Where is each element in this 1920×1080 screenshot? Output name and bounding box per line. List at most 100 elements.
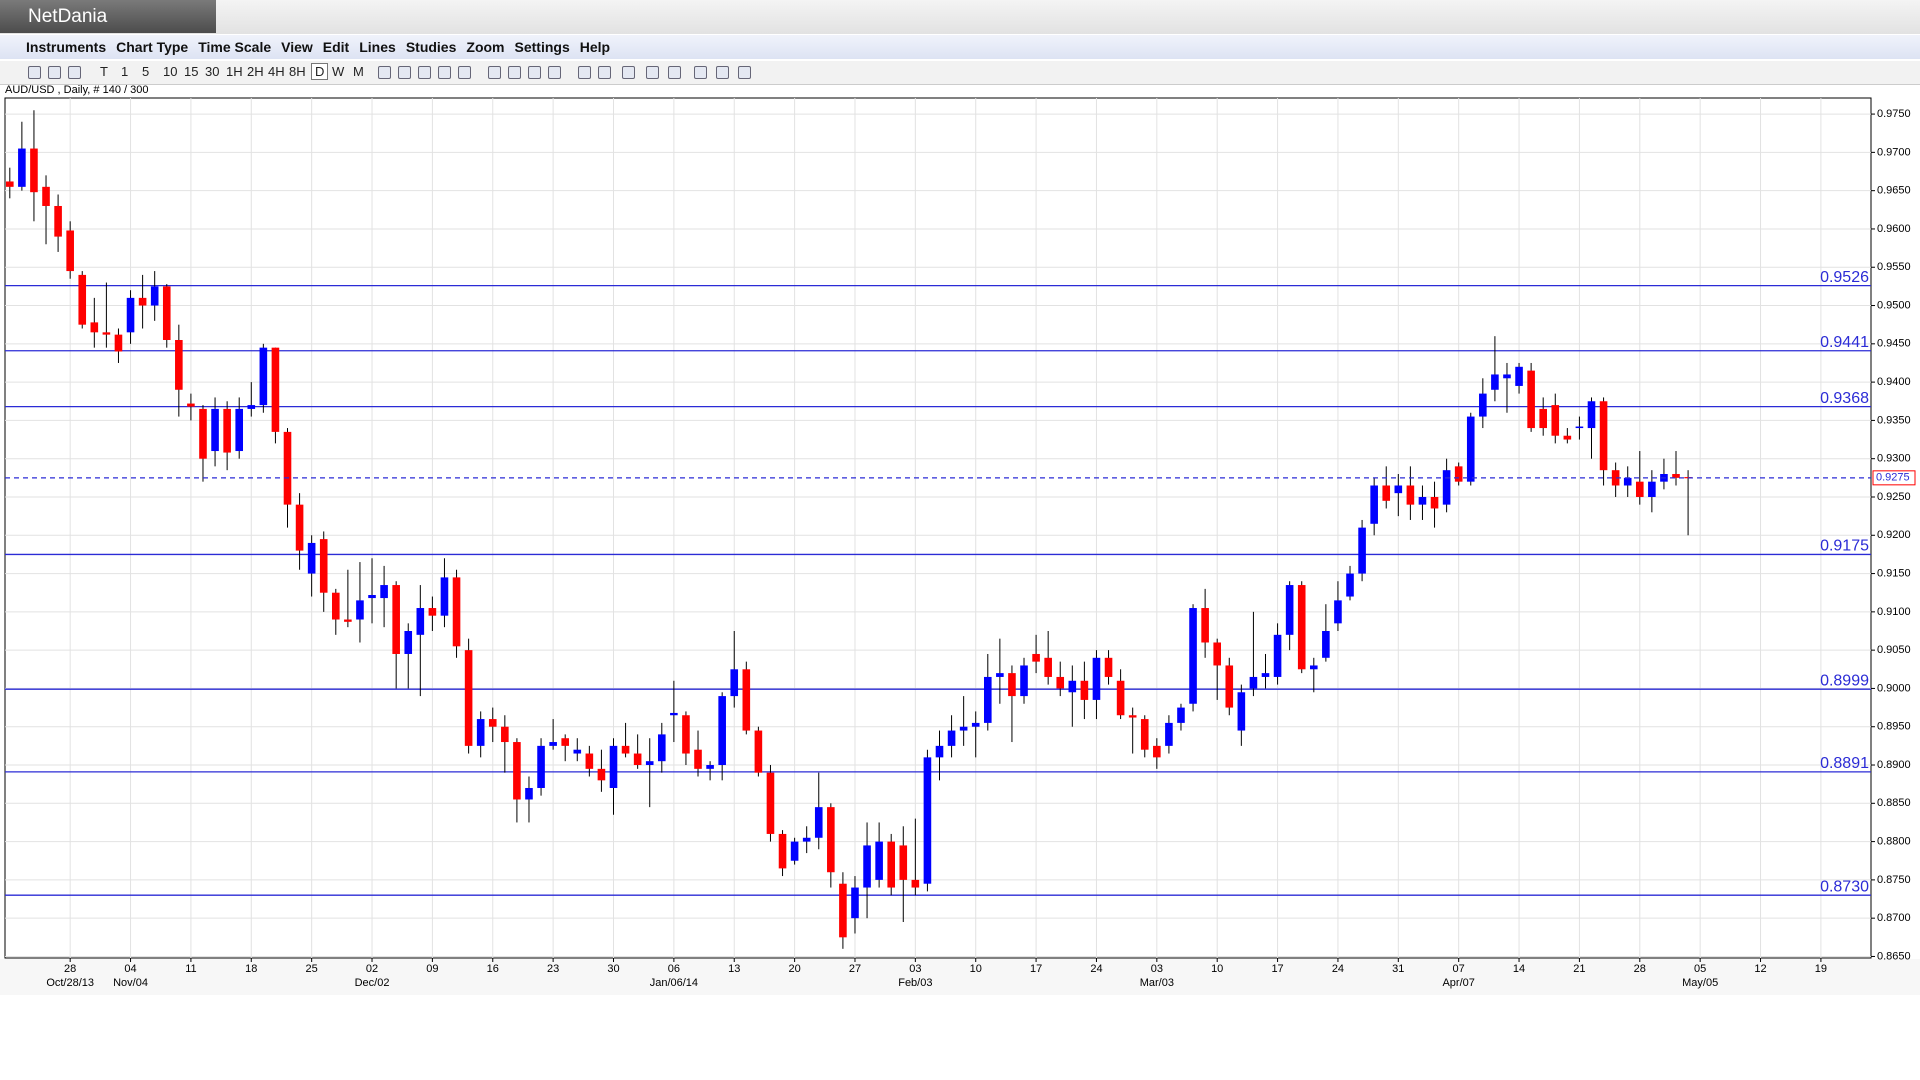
candle-body — [1334, 600, 1342, 624]
timescale-button[interactable]: M — [353, 64, 364, 79]
candle-body — [645, 761, 654, 766]
candle-body — [428, 608, 437, 616]
toolbar-icon[interactable] — [458, 66, 471, 79]
candle-body — [187, 403, 195, 407]
candle-body — [476, 719, 485, 746]
y-tick-label: 0.9350 — [1877, 414, 1911, 426]
candle-body — [911, 879, 920, 888]
instrument-info: AUD/USD , Daily, # 140 / 300 — [5, 84, 149, 96]
candle-body — [863, 845, 871, 888]
toolbar-icon[interactable] — [68, 66, 81, 79]
menu-item[interactable]: Zoom — [466, 39, 505, 55]
timescale-button[interactable]: 5 — [142, 64, 150, 79]
y-tick-label: 0.9050 — [1877, 644, 1911, 656]
toolbar-icon[interactable] — [378, 66, 391, 79]
timescale-button[interactable]: 30 — [205, 64, 220, 79]
toolbar-icon[interactable] — [398, 66, 411, 79]
timescale-button[interactable]: 1H — [226, 64, 243, 79]
candle-body — [1503, 374, 1511, 379]
menu-item[interactable]: Edit — [322, 39, 350, 55]
x-period-label: Oct/28/13 — [46, 977, 94, 989]
toolbar-icon[interactable] — [488, 66, 501, 79]
timescale-button[interactable]: 8H — [289, 64, 306, 79]
level-label: 0.9526 — [1820, 269, 1869, 286]
y-tick-label: 0.8650 — [1877, 950, 1911, 962]
candle-body — [1140, 719, 1149, 750]
candle-body — [923, 757, 932, 884]
y-tick-label: 0.9600 — [1877, 223, 1911, 235]
y-tick-label: 0.8850 — [1877, 797, 1911, 809]
candle-body — [730, 669, 739, 697]
toolbar-icon[interactable] — [738, 66, 751, 79]
y-tick-label: 0.9300 — [1877, 453, 1911, 465]
toolbar-icon[interactable] — [668, 66, 681, 79]
candle-body — [1635, 481, 1644, 497]
toolbar-icon[interactable] — [438, 66, 451, 79]
timescale-button[interactable]: T — [100, 64, 108, 79]
candle-body — [162, 286, 171, 340]
menu-item[interactable]: Studies — [405, 39, 457, 55]
toolbar-icon[interactable] — [578, 66, 591, 79]
y-tick-label: 0.9450 — [1877, 338, 1911, 350]
menu-item[interactable]: Chart Type — [116, 39, 189, 55]
candle-body — [1092, 657, 1101, 700]
candle-body — [1406, 485, 1415, 505]
x-tick-label: 14 — [1513, 963, 1525, 975]
timescale-button[interactable]: D — [311, 63, 329, 80]
x-tick-label: 17 — [1271, 963, 1283, 975]
candle-body — [1032, 653, 1040, 662]
candle-body — [259, 347, 268, 406]
x-period-label: Nov/04 — [113, 977, 148, 989]
candle-body — [392, 585, 400, 654]
toolbar-icon[interactable] — [716, 66, 729, 79]
candle-body — [935, 745, 944, 758]
candle-body — [1322, 631, 1330, 658]
y-tick-label: 0.8950 — [1877, 721, 1911, 733]
menu-item[interactable]: Help — [579, 39, 611, 55]
candle-body — [1237, 692, 1246, 731]
menu-item[interactable]: Settings — [514, 39, 570, 55]
toolbar-icon[interactable] — [528, 66, 541, 79]
toolbar-icon[interactable] — [598, 66, 611, 79]
candle-body — [561, 738, 570, 746]
menu-item[interactable]: Time Scale — [198, 39, 272, 55]
timescale-button[interactable]: 10 — [163, 64, 178, 79]
timescale-button[interactable]: 15 — [184, 64, 199, 79]
candle-body — [802, 837, 811, 842]
x-tick-label: 05 — [1694, 963, 1706, 975]
menu-item[interactable]: Instruments — [26, 39, 107, 55]
candle-body — [331, 592, 340, 620]
candle-body — [706, 765, 714, 769]
toolbar-icon[interactable] — [548, 66, 561, 79]
timescale-button[interactable]: 4H — [268, 64, 285, 79]
level-label: 0.8999 — [1820, 672, 1869, 689]
toolbar-icon[interactable] — [48, 66, 61, 79]
x-tick-label: 07 — [1453, 963, 1465, 975]
candle-body — [633, 753, 642, 766]
toolbar-icon[interactable] — [646, 66, 659, 79]
candle-body — [114, 334, 123, 352]
candle-body — [1261, 673, 1270, 677]
last-price-label: 0.9275 — [1876, 472, 1910, 484]
y-tick-label: 0.8750 — [1877, 874, 1911, 886]
candle-body — [78, 274, 87, 325]
toolbar-icon[interactable] — [508, 66, 521, 79]
toolbar-icon[interactable] — [28, 66, 41, 79]
toolbar-icon[interactable] — [694, 66, 707, 79]
timescale-button[interactable]: 1 — [121, 64, 129, 79]
x-period-label: Apr/07 — [1442, 977, 1474, 989]
toolbar-icon[interactable] — [418, 66, 431, 79]
x-tick-label: 25 — [306, 963, 318, 975]
menu-item[interactable]: Lines — [359, 39, 396, 55]
candle-body — [694, 749, 702, 769]
timescale-button[interactable]: 2H — [247, 64, 264, 79]
menu-item[interactable]: View — [281, 39, 313, 55]
candle-body — [887, 841, 896, 888]
x-tick-label: 16 — [487, 963, 499, 975]
y-tick-label: 0.9250 — [1877, 491, 1911, 503]
toolbar-icon[interactable] — [622, 66, 635, 79]
level-label: 0.9175 — [1820, 538, 1869, 555]
timescale-button[interactable]: W — [332, 64, 345, 79]
candle-body — [30, 148, 38, 193]
